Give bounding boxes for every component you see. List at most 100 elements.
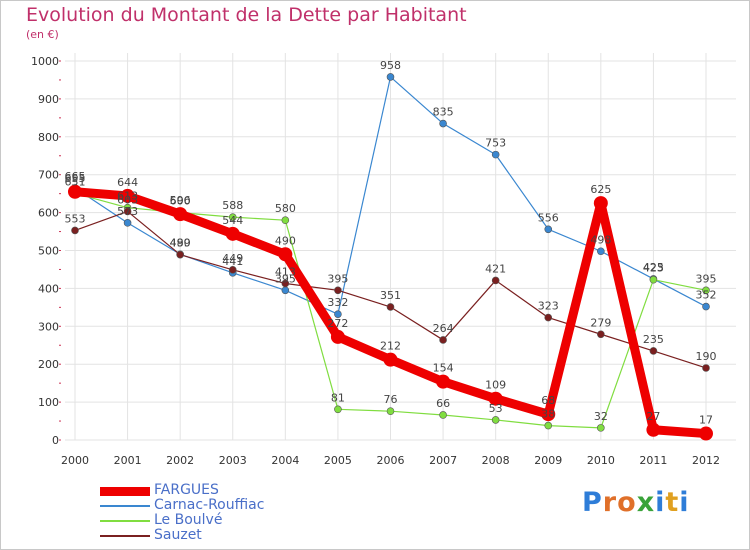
x-tick-label: 2012 <box>692 454 720 467</box>
data-point <box>383 352 398 367</box>
data-label: 588 <box>222 199 243 212</box>
data-label: 490 <box>170 236 191 249</box>
x-tick-label: 2011 <box>639 454 667 467</box>
data-label: 38 <box>541 408 555 421</box>
data-point <box>597 424 605 432</box>
x-tick-label: 2009 <box>534 454 562 467</box>
y-tick-label: 0 <box>52 434 59 447</box>
data-label: 332 <box>327 296 348 309</box>
data-point <box>334 405 342 414</box>
data-point <box>646 422 661 437</box>
data-point <box>544 421 553 430</box>
data-point <box>386 73 395 81</box>
data-label: 27 <box>646 410 660 423</box>
data-point <box>491 416 500 424</box>
data-point <box>544 313 553 322</box>
data-point <box>699 426 713 441</box>
y-tick-label: 1000 <box>31 55 59 68</box>
data-point <box>702 364 710 372</box>
data-point <box>386 303 395 311</box>
data-point <box>71 226 79 235</box>
data-label: 109 <box>485 379 506 392</box>
y-tick-label: 500 <box>38 245 59 258</box>
data-label: 323 <box>538 300 559 313</box>
x-tick-label: 2006 <box>377 454 405 467</box>
data-label: 81 <box>331 391 345 404</box>
legend-label: Sauzet <box>154 527 202 543</box>
legend-swatch <box>100 505 150 507</box>
data-point <box>281 286 290 295</box>
data-label: 32 <box>594 410 608 423</box>
x-tick-label: 2007 <box>429 454 457 467</box>
data-label: 68 <box>541 394 555 407</box>
data-label: 441 <box>222 255 243 268</box>
data-label: 553 <box>65 212 86 225</box>
data-label: 413 <box>275 265 296 278</box>
data-point <box>334 286 342 295</box>
data-point <box>702 302 710 311</box>
data-label: 580 <box>275 202 296 215</box>
data-point <box>68 184 82 199</box>
x-tick-label: 2003 <box>219 454 247 467</box>
data-label: 395 <box>275 272 296 285</box>
data-label: 279 <box>590 316 611 329</box>
data-label: 154 <box>433 362 454 375</box>
data-point <box>123 207 132 216</box>
data-label: 573 <box>117 205 138 218</box>
data-label: 76 <box>384 393 398 406</box>
x-tick-label: 2004 <box>271 454 299 467</box>
data-point <box>120 188 135 203</box>
proxiti-logo: Proxiti <box>582 487 690 518</box>
data-label: 190 <box>696 350 717 363</box>
legend-swatch <box>100 486 150 496</box>
data-label: 600 <box>170 195 191 208</box>
data-label: 556 <box>538 211 559 224</box>
data-label: 835 <box>433 106 454 119</box>
data-label: 613 <box>117 190 138 203</box>
data-label: 351 <box>380 289 401 302</box>
data-point <box>228 213 237 221</box>
data-label: 665 <box>65 170 86 183</box>
x-tick-label: 2008 <box>482 454 510 467</box>
data-point <box>491 150 500 159</box>
data-label: 235 <box>643 333 664 346</box>
data-label: 264 <box>433 322 454 335</box>
data-label: 603 <box>117 193 138 206</box>
data-point <box>334 310 342 318</box>
data-label: 958 <box>380 59 401 72</box>
data-point <box>281 279 290 288</box>
data-label: 17 <box>699 414 713 427</box>
y-tick-label: 200 <box>38 358 59 371</box>
data-label: 651 <box>65 175 86 188</box>
data-label: 66 <box>436 397 450 410</box>
data-point <box>649 275 658 284</box>
data-label: 352 <box>696 289 717 302</box>
data-point <box>702 286 710 295</box>
data-point <box>278 247 293 262</box>
legend-label: Le Boulvé <box>154 512 223 528</box>
data-point <box>225 226 240 241</box>
data-point <box>386 407 395 415</box>
x-tick-label: 2000 <box>61 454 89 467</box>
y-tick-label: 700 <box>38 169 59 182</box>
data-point <box>593 196 608 211</box>
data-label: 425 <box>643 261 664 274</box>
data-point <box>491 276 500 285</box>
data-point <box>173 207 188 222</box>
y-tick-label: 100 <box>38 396 59 409</box>
y-tick-label: 400 <box>38 282 59 295</box>
y-tick-label: 900 <box>38 93 59 106</box>
data-label: 644 <box>117 176 138 189</box>
legend-label: FARGUES <box>154 482 219 498</box>
legend-swatch <box>100 535 150 537</box>
data-label: 395 <box>327 272 348 285</box>
y-tick-label: 800 <box>38 131 59 144</box>
y-tick-label: 300 <box>38 320 59 333</box>
data-point <box>123 219 132 227</box>
data-label: 449 <box>222 252 243 265</box>
x-tick-label: 2010 <box>587 454 615 467</box>
data-label: 498 <box>590 233 611 246</box>
data-point <box>597 247 605 256</box>
